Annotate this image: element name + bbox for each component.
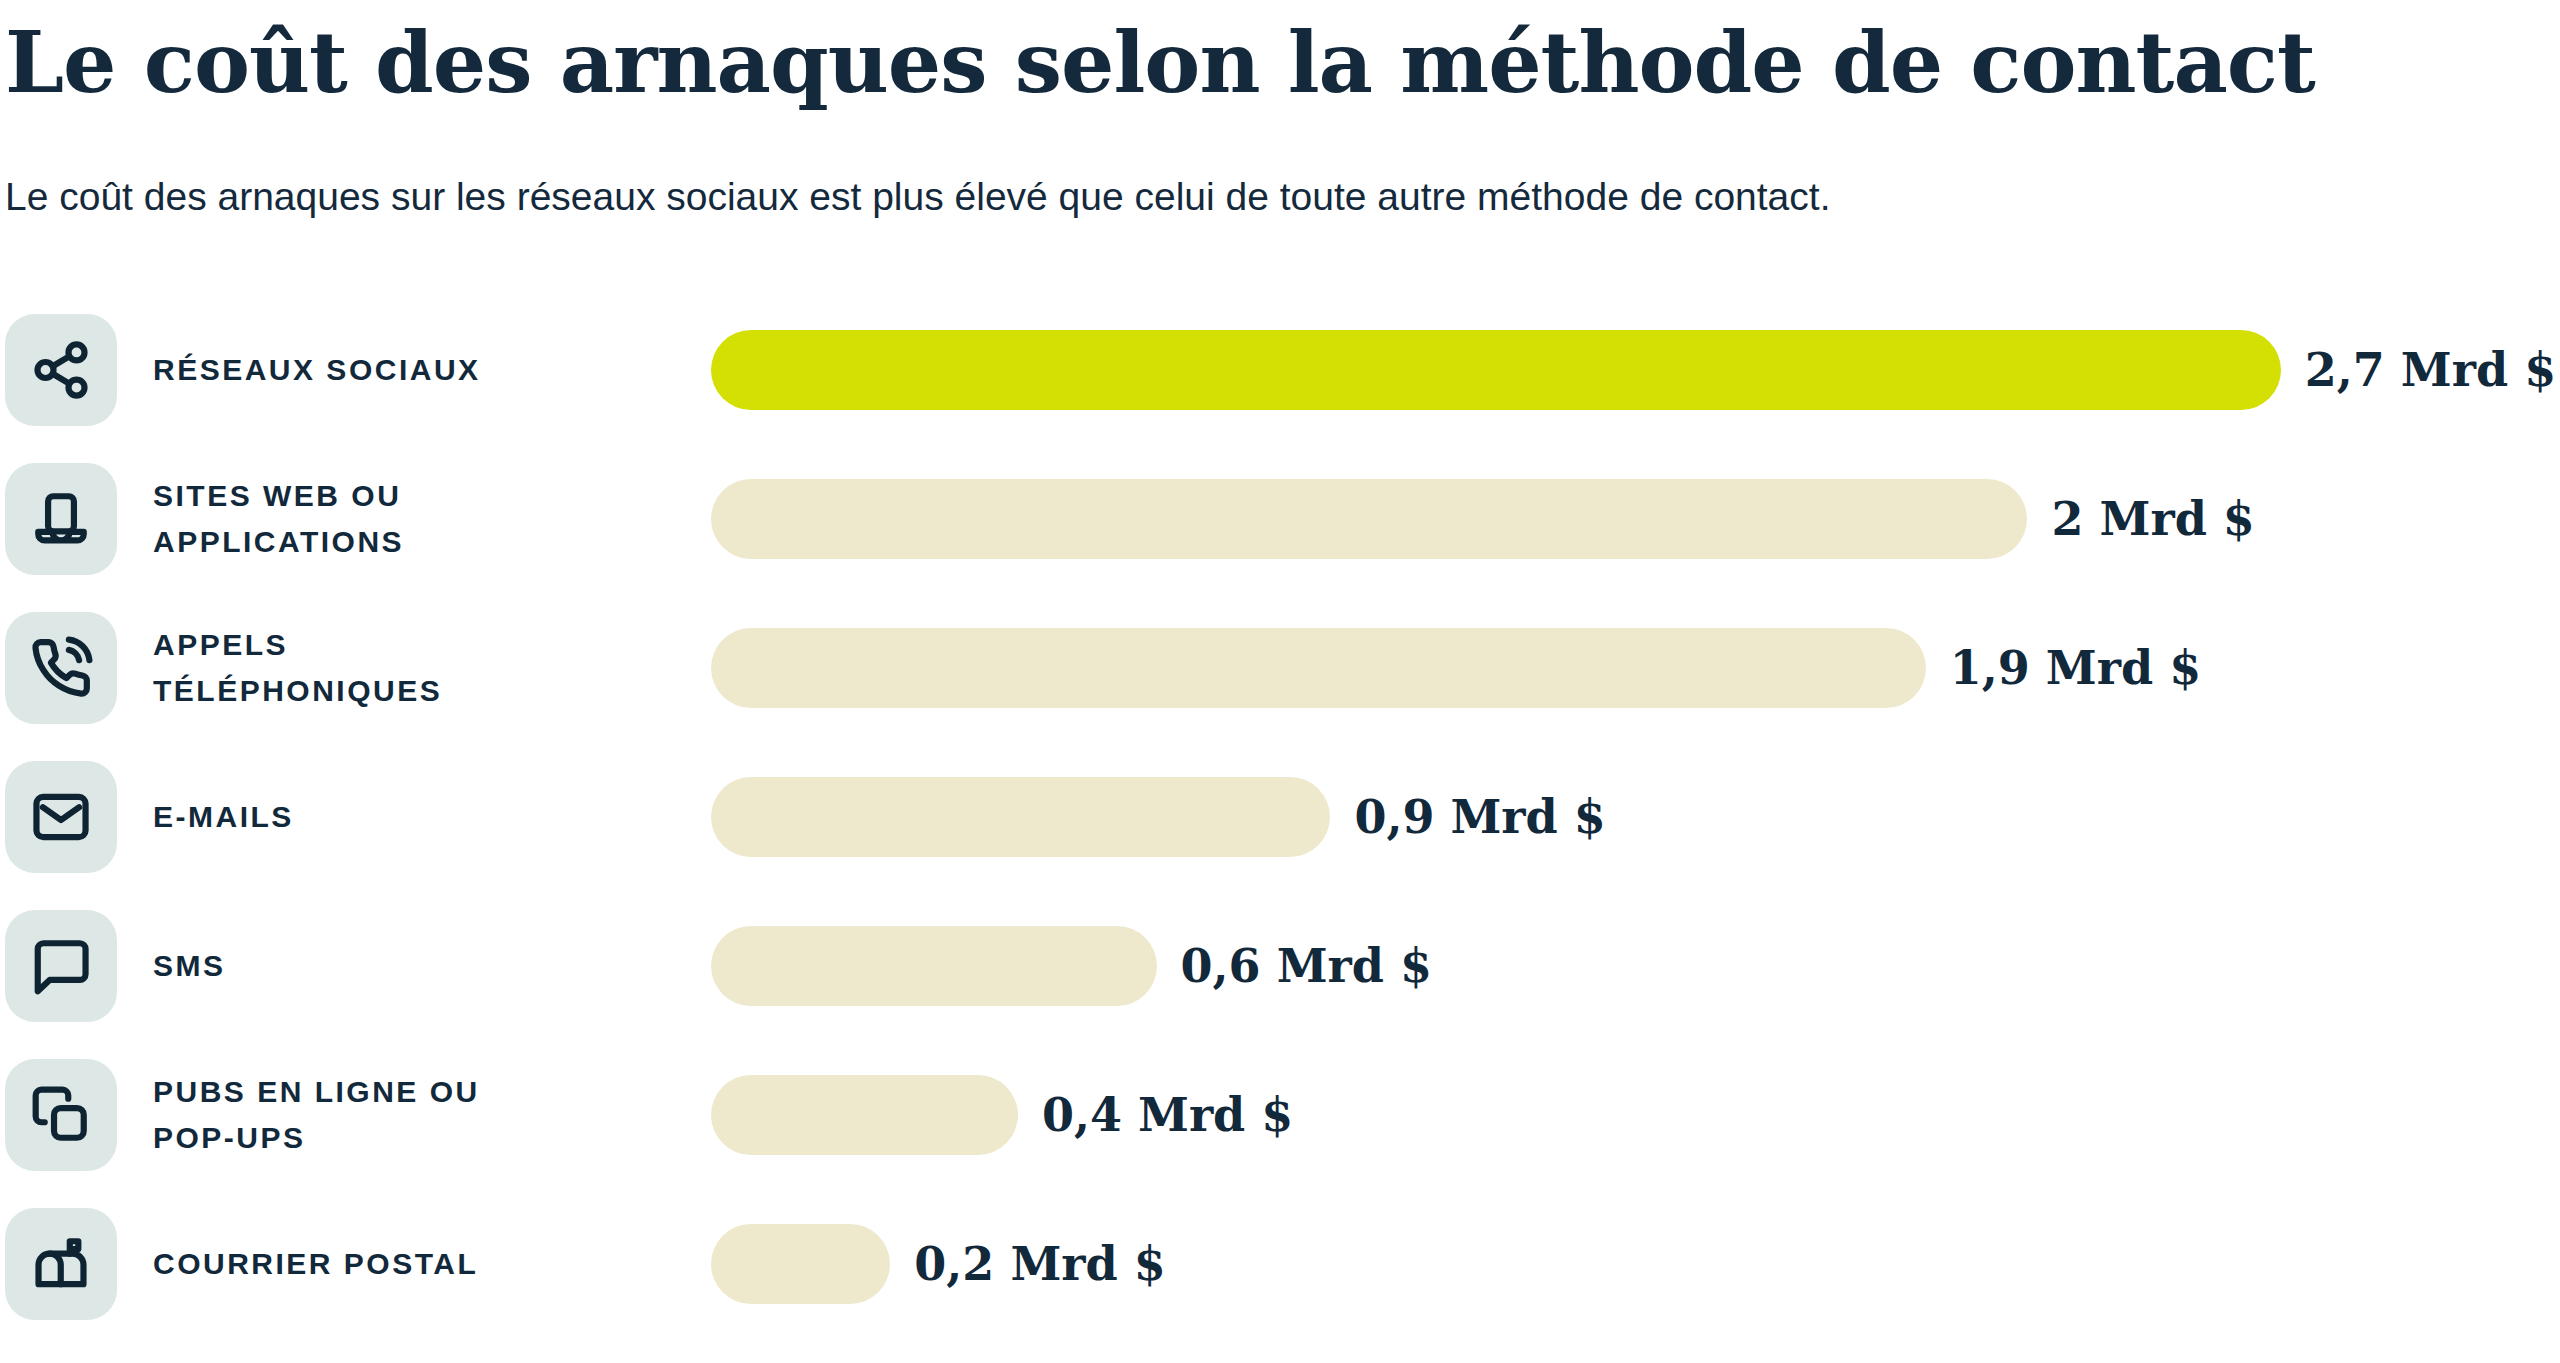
laptop-icon (30, 488, 92, 550)
category-label-line: E-MAILS (153, 794, 711, 840)
category-label-line: RÉSEAUX SOCIAUX (153, 347, 711, 393)
icon-tile (5, 761, 117, 873)
mailbox-icon (30, 1233, 92, 1295)
chart-row-appels: APPELS TÉLÉPHONIQUES 1,9 Mrd $ (5, 612, 2560, 724)
icon-tile (5, 612, 117, 724)
bar (711, 1075, 1018, 1155)
infographic: Le coût des arnaques selon la méthode de… (0, 0, 2560, 1320)
value-label: 1,9 Mrd $ (1950, 641, 2201, 695)
bar-track: 2,7 Mrd $ (711, 314, 2560, 426)
bar-track: 2 Mrd $ (711, 463, 2560, 575)
bar (711, 1224, 890, 1304)
bar (711, 926, 1157, 1006)
bar (711, 777, 1330, 857)
bar-track: 0,9 Mrd $ (711, 761, 2560, 873)
icon-tile (5, 1059, 117, 1171)
bar-track: 0,2 Mrd $ (711, 1208, 2560, 1320)
chart-row-sms: SMS 0,6 Mrd $ (5, 910, 2560, 1022)
bar-chart: RÉSEAUX SOCIAUX 2,7 Mrd $ SITES WEB OU A… (5, 314, 2560, 1320)
chart-row-emails: E-MAILS 0,9 Mrd $ (5, 761, 2560, 873)
value-label: 2,7 Mrd $ (2305, 343, 2556, 397)
value-label: 0,4 Mrd $ (1042, 1088, 1293, 1142)
icon-tile (5, 910, 117, 1022)
icon-tile (5, 314, 117, 426)
category-label-line: POP-UPS (153, 1115, 711, 1161)
share-icon (30, 339, 92, 401)
value-label: 0,9 Mrd $ (1354, 790, 1605, 844)
category-label-line: COURRIER POSTAL (153, 1241, 711, 1287)
value-label: 0,6 Mrd $ (1181, 939, 1432, 993)
bar-track: 0,6 Mrd $ (711, 910, 2560, 1022)
category-label: SMS (153, 943, 711, 989)
category-label-line: APPLICATIONS (153, 519, 711, 565)
category-label: E-MAILS (153, 794, 711, 840)
category-label: SITES WEB OU APPLICATIONS (153, 473, 711, 565)
category-label: RÉSEAUX SOCIAUX (153, 347, 711, 393)
chart-row-sites-web: SITES WEB OU APPLICATIONS 2 Mrd $ (5, 463, 2560, 575)
value-label: 2 Mrd $ (2051, 492, 2254, 546)
category-label-line: SMS (153, 943, 711, 989)
category-label-line: PUBS EN LIGNE OU (153, 1069, 711, 1115)
category-label: COURRIER POSTAL (153, 1241, 711, 1287)
mail-icon (30, 786, 92, 848)
bar-track: 0,4 Mrd $ (711, 1059, 2560, 1171)
chart-row-pubs: PUBS EN LIGNE OU POP-UPS 0,4 Mrd $ (5, 1059, 2560, 1171)
page-subtitle: Le coût des arnaques sur les réseaux soc… (5, 173, 2560, 222)
bar (711, 479, 2027, 559)
bar (711, 330, 2281, 410)
category-label-line: TÉLÉPHONIQUES (153, 668, 711, 714)
value-label: 0,2 Mrd $ (914, 1237, 1165, 1291)
chart-row-courrier: COURRIER POSTAL 0,2 Mrd $ (5, 1208, 2560, 1320)
page-title: Le coût des arnaques selon la méthode de… (5, 10, 2560, 115)
category-label: PUBS EN LIGNE OU POP-UPS (153, 1069, 711, 1161)
icon-tile (5, 1208, 117, 1320)
bar (711, 628, 1926, 708)
phone-call-icon (30, 637, 92, 699)
message-square-icon (30, 935, 92, 997)
category-label: APPELS TÉLÉPHONIQUES (153, 622, 711, 714)
chart-row-reseaux-sociaux: RÉSEAUX SOCIAUX 2,7 Mrd $ (5, 314, 2560, 426)
category-label-line: SITES WEB OU (153, 473, 711, 519)
copy-icon (30, 1084, 92, 1146)
bar-track: 1,9 Mrd $ (711, 612, 2560, 724)
icon-tile (5, 463, 117, 575)
category-label-line: APPELS (153, 622, 711, 668)
